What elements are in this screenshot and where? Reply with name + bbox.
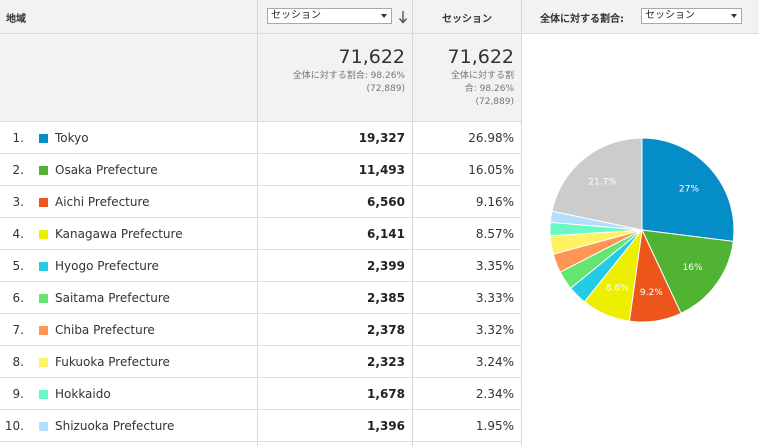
sessions-percent: 2.34%: [475, 387, 514, 401]
sessions-percent: 1.95%: [475, 419, 514, 433]
total-pct-share-line1: 全体に対する割: [450, 71, 514, 81]
table-row: 8. Fukuoka Prefecture 2,323 3.24%: [0, 346, 522, 378]
series-color-swatch: [39, 358, 48, 367]
series-color-swatch: [39, 422, 48, 431]
sessions-percent: 9.16%: [475, 195, 514, 209]
chevron-down-icon: [731, 14, 737, 18]
sessions-percent: 3.24%: [475, 355, 514, 369]
region-column-header[interactable]: 地域: [6, 14, 26, 25]
series-color-swatch: [39, 262, 48, 271]
series-color-swatch: [39, 230, 48, 239]
sessions-column-header[interactable]: セッション: [442, 14, 492, 25]
region-link[interactable]: Saitama Prefecture: [55, 291, 170, 305]
pie-slice-label: 9.2%: [640, 288, 663, 298]
row-index: 10.: [4, 419, 24, 433]
row-index: 5.: [12, 259, 24, 273]
region-link[interactable]: Osaka Prefecture: [55, 163, 158, 177]
total-pct-share-line2: 合: 98.26%: [464, 84, 514, 94]
pie-slice[interactable]: [641, 229, 734, 314]
region-link[interactable]: Hokkaido: [55, 387, 111, 401]
table-row: 7. Chiba Prefecture 2,378 3.32%: [0, 314, 522, 346]
sessions-value: 1,678: [367, 387, 405, 401]
region-link[interactable]: Tokyo: [55, 131, 89, 145]
sessions-value: 19,327: [358, 131, 405, 145]
sessions-value: 2,399: [367, 259, 405, 273]
sessions-percent: 3.35%: [475, 259, 514, 273]
totals-row: 71,622 全体に対する割合: 98.26% (72,889) 71,622 …: [0, 34, 522, 122]
chevron-down-icon: [381, 14, 387, 18]
row-index: 9.: [12, 387, 24, 401]
sessions-value: 2,385: [367, 291, 405, 305]
row-index: 3.: [12, 195, 24, 209]
pie-slice-label: 16%: [683, 263, 703, 273]
pie-slice[interactable]: [551, 137, 643, 231]
sessions-value: 2,323: [367, 355, 405, 369]
table-row: 5. Hyogo Prefecture 2,399 3.35%: [0, 250, 522, 282]
series-color-swatch: [39, 390, 48, 399]
sessions-value: 6,141: [367, 227, 405, 241]
sort-descending-icon[interactable]: [398, 10, 408, 24]
pie-slice-label: 8.6%: [606, 283, 629, 293]
table-row: 10. Shizuoka Prefecture 1,396 1.95%: [0, 410, 522, 442]
pie-slice-label: 21.7%: [588, 177, 617, 187]
table-row: 3. Aichi Prefecture 6,560 9.16%: [0, 186, 522, 218]
row-index: 8.: [12, 355, 24, 369]
region-link[interactable]: Hyogo Prefecture: [55, 259, 159, 273]
sessions-value: 2,378: [367, 323, 405, 337]
sessions-value: 11,493: [358, 163, 405, 177]
total-pct-share-line3: (72,889): [475, 97, 514, 107]
row-index: 6.: [12, 291, 24, 305]
row-index: 7.: [12, 323, 24, 337]
column-divider: [412, 0, 413, 446]
table-row: 6. Saitama Prefecture 2,385 3.33%: [0, 282, 522, 314]
table-header: 地域 セッション セッション 全体に対する割合: セッション: [0, 0, 759, 34]
series-color-swatch: [39, 198, 48, 207]
sessions-value: 6,560: [367, 195, 405, 209]
total-sessions-base: (72,889): [366, 84, 405, 94]
table-row: 4. Kanagawa Prefecture 6,141 8.57%: [0, 218, 522, 250]
sessions-percent: 26.98%: [468, 131, 514, 145]
sessions-percent: 3.32%: [475, 323, 514, 337]
series-color-swatch: [39, 166, 48, 175]
series-color-swatch: [39, 294, 48, 303]
pie-slice-label: 27%: [679, 185, 699, 195]
region-link[interactable]: Kanagawa Prefecture: [55, 227, 183, 241]
total-sessions: 71,622: [338, 46, 405, 68]
pie-metric-label: 全体に対する割合:: [540, 14, 624, 25]
table-row: 1. Tokyo 19,327 26.98%: [0, 122, 522, 154]
sessions-percent: 8.57%: [475, 227, 514, 241]
column-divider: [257, 0, 258, 446]
series-color-swatch: [39, 326, 48, 335]
row-index: 2.: [12, 163, 24, 177]
region-link[interactable]: Fukuoka Prefecture: [55, 355, 170, 369]
pie-chart-panel: 27% 16% 9.2% 8.6% 21.7%: [522, 34, 759, 446]
pie-metric-select-value: セッション: [645, 10, 695, 21]
primary-metric-select-value: セッション: [271, 10, 321, 21]
total-pct-sessions: 71,622: [447, 46, 514, 68]
pie-slice[interactable]: [641, 137, 735, 242]
pie-chart: 27% 16% 9.2% 8.6% 21.7%: [549, 137, 735, 323]
region-link[interactable]: Shizuoka Prefecture: [55, 419, 175, 433]
sessions-value: 1,396: [367, 419, 405, 433]
total-sessions-share: 全体に対する割合: 98.26%: [292, 71, 405, 81]
column-divider: [521, 0, 522, 446]
row-index: 1.: [12, 131, 24, 145]
region-link[interactable]: Chiba Prefecture: [55, 323, 155, 337]
table-row: 2. Osaka Prefecture 11,493 16.05%: [0, 154, 522, 186]
row-index: 4.: [12, 227, 24, 241]
sessions-percent: 3.33%: [475, 291, 514, 305]
sessions-percent: 16.05%: [468, 163, 514, 177]
pie-metric-select[interactable]: セッション: [641, 8, 742, 24]
series-color-swatch: [39, 134, 48, 143]
table-row: 9. Hokkaido 1,678 2.34%: [0, 378, 522, 410]
primary-metric-select[interactable]: セッション: [267, 8, 392, 24]
region-link[interactable]: Aichi Prefecture: [55, 195, 150, 209]
